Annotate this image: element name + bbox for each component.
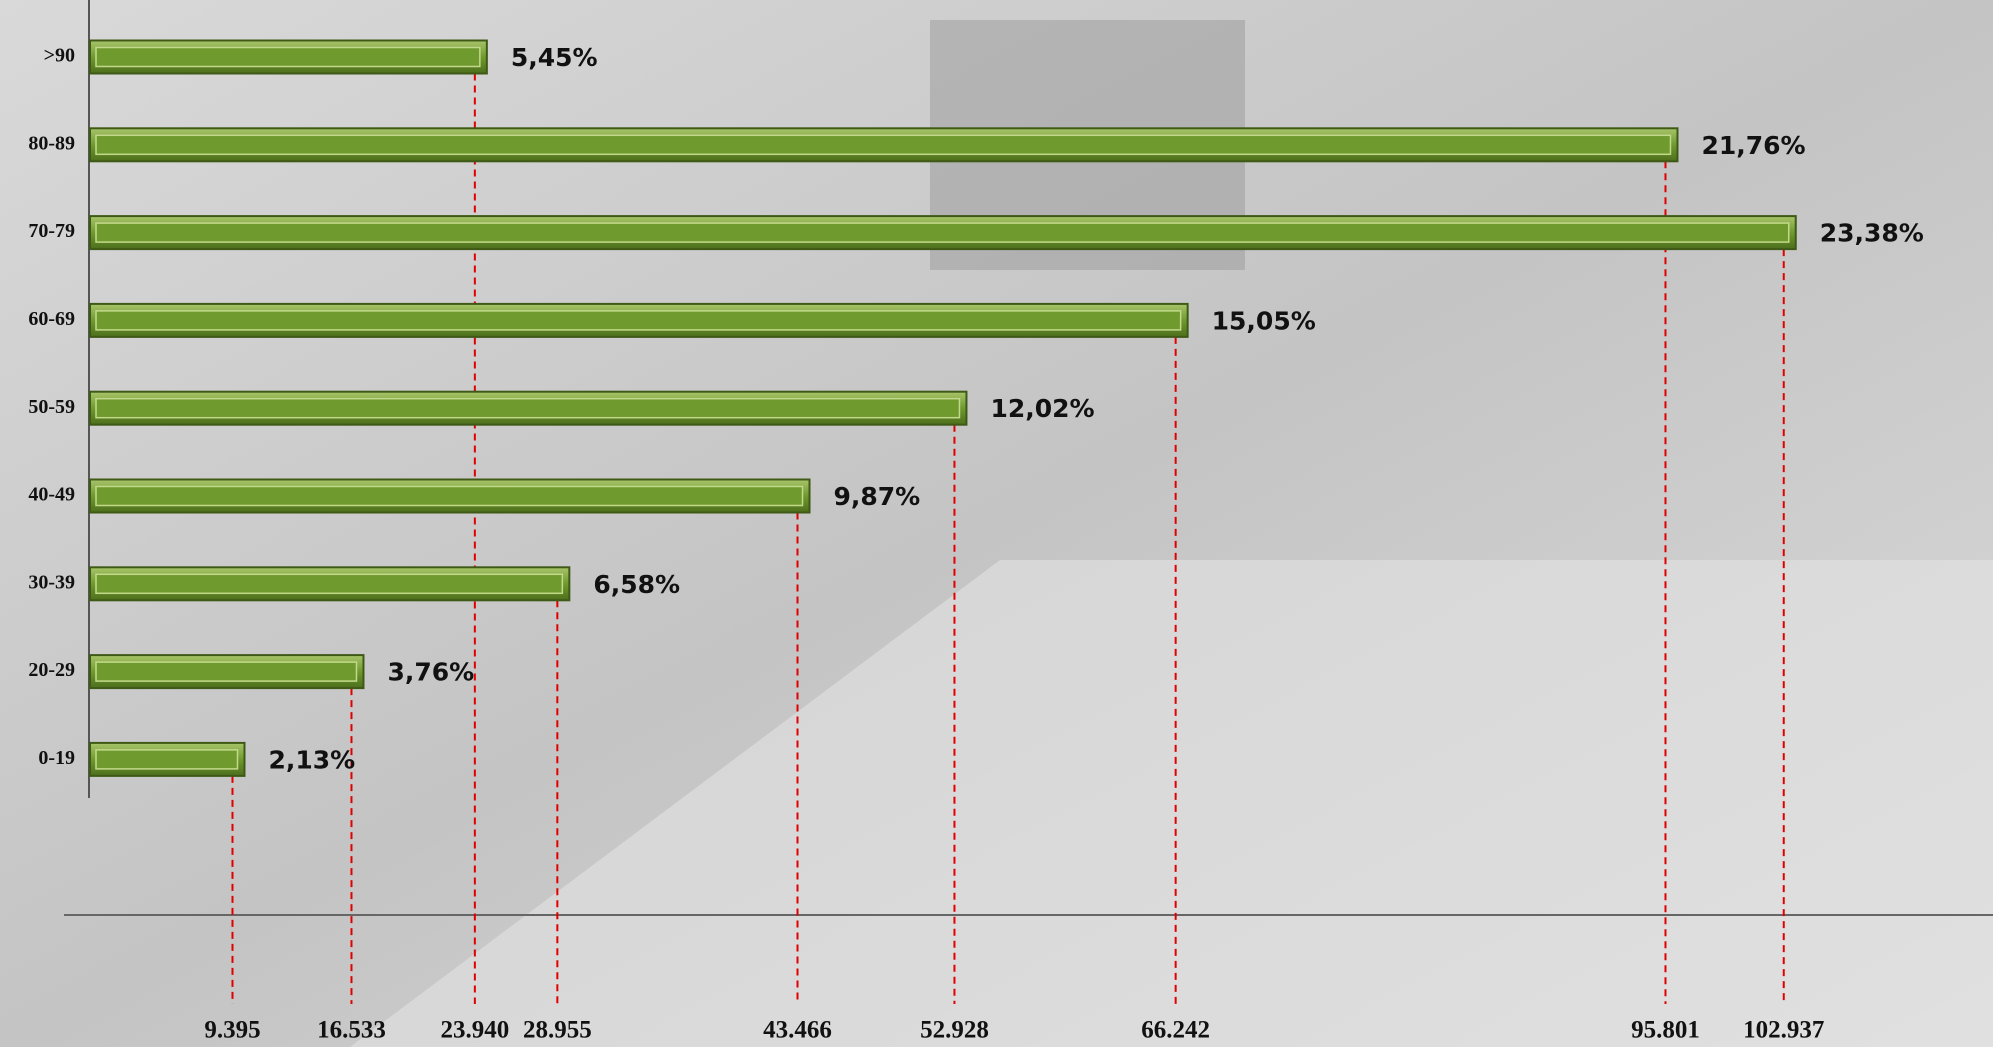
bar-inner <box>95 397 961 419</box>
category-label: 30-39 <box>28 571 75 593</box>
category-label: 20-29 <box>28 659 75 681</box>
count-label: 52.928 <box>920 1017 989 1044</box>
bar-inner <box>95 749 239 770</box>
background-desk <box>350 560 1993 1047</box>
category-label: 70-79 <box>28 220 75 242</box>
bar-inner <box>95 661 358 682</box>
value-label: 2,13% <box>268 745 355 774</box>
value-label: 9,87% <box>834 482 921 511</box>
count-label: 102.937 <box>1743 1017 1824 1044</box>
value-label: 12,02% <box>990 394 1094 423</box>
category-label: 40-49 <box>28 484 75 506</box>
count-label: 66.242 <box>1141 1017 1210 1044</box>
bar-inner <box>95 485 804 507</box>
count-label: 9.395 <box>204 1017 260 1044</box>
bar-inner <box>95 573 564 595</box>
category-label: >90 <box>44 45 75 67</box>
value-label: 21,76% <box>1701 131 1805 160</box>
bar-inner <box>95 222 1790 243</box>
value-label: 5,45% <box>511 43 598 72</box>
category-label: 0-19 <box>38 747 75 769</box>
value-label: 3,76% <box>387 658 474 687</box>
category-label: 80-89 <box>28 132 75 154</box>
category-label: 50-59 <box>28 396 75 418</box>
category-label: 60-69 <box>28 308 75 330</box>
count-label: 28.955 <box>523 1017 592 1044</box>
count-label: 23.940 <box>440 1017 509 1044</box>
value-label: 23,38% <box>1820 219 1924 248</box>
count-label: 95.801 <box>1631 1017 1700 1044</box>
value-label: 6,58% <box>593 570 680 599</box>
bar-inner <box>95 46 481 68</box>
count-label: 16.533 <box>317 1017 386 1044</box>
bar-inner <box>95 310 1182 331</box>
value-label: 15,05% <box>1212 306 1316 335</box>
count-label: 43.466 <box>763 1017 832 1044</box>
bar-inner <box>95 134 1672 156</box>
